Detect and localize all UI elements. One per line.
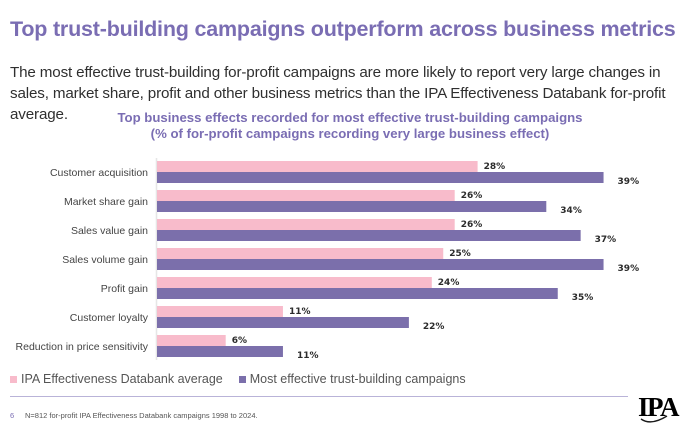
logo-text: IPA (638, 392, 680, 422)
ipa-logo: IPA (637, 390, 687, 425)
bar-average (157, 335, 226, 346)
value-label-trust: 35% (572, 293, 594, 303)
legend-item-average: IPA Effectiveness Databank average (10, 372, 223, 386)
page-number: 6 (10, 411, 15, 420)
value-label-average: 6% (232, 336, 247, 346)
page-title: Top trust-building campaigns outperform … (10, 17, 676, 41)
chart-title-block: Top business effects recorded for most e… (0, 110, 700, 142)
bar-trust (157, 230, 581, 241)
bars (157, 161, 604, 357)
footer-divider (10, 396, 628, 397)
footnote: N=812 for-profit IPA Effectiveness Datab… (25, 411, 258, 420)
legend-label-trust: Most effective trust-building campaigns (249, 372, 466, 386)
bar-trust (157, 288, 558, 299)
legend-swatch-trust (238, 375, 246, 383)
category-label: Profit gain (101, 283, 148, 295)
bar-trust (157, 172, 604, 183)
value-label-average: 28% (484, 162, 506, 172)
category-label: Customer acquisition (50, 167, 148, 179)
value-label-trust: 37% (595, 235, 617, 245)
category-label: Sales value gain (71, 225, 148, 237)
bar-average (157, 190, 455, 201)
chart-title: Top business effects recorded for most e… (117, 110, 583, 125)
category-label: Sales volume gain (62, 254, 148, 266)
legend-swatch-average (10, 375, 17, 383)
bar-average (157, 161, 478, 172)
legend-item-trust: Most effective trust-building campaigns (238, 372, 466, 386)
value-label-average: 24% (438, 278, 460, 288)
bar-chart: Customer acquisition Market share gain Sal… (16, 158, 639, 361)
category-label: Customer loyalty (70, 312, 149, 324)
value-label-trust: 34% (560, 206, 582, 216)
bar-trust (157, 346, 283, 357)
legend-label-average: IPA Effectiveness Databank average (21, 372, 223, 386)
category-label: Reduction in price sensitivity (16, 341, 149, 353)
bar-average (157, 248, 444, 259)
bar-trust (157, 259, 604, 270)
bar-average (157, 306, 283, 317)
category-label: Market share gain (64, 196, 148, 208)
legend: IPA Effectiveness Databank average Most … (10, 372, 482, 386)
logo-swoosh-icon (640, 415, 668, 423)
value-label-trust: 39% (618, 177, 640, 187)
value-label-trust: 39% (618, 264, 640, 274)
bar-trust (157, 201, 547, 212)
bar-trust (157, 317, 409, 328)
value-label-average: 26% (461, 191, 483, 201)
value-label-average: 11% (289, 307, 311, 317)
page-subtitle: The most effective trust-building for-pr… (10, 64, 666, 123)
chart-title-line2: (% of for-profit campaigns recording ver… (150, 126, 550, 141)
value-label-average: 25% (449, 249, 471, 259)
bar-average (157, 219, 455, 230)
value-label-average: 26% (461, 220, 483, 230)
category-labels: Customer acquisition Market share gain Sal… (16, 167, 149, 353)
value-labels: 28% 39% 26% 34% 26% 37% 25% 39% 24% 35% 11% 22% 6% 11… (232, 162, 639, 361)
value-label-trust: 11% (297, 351, 319, 361)
bar-average (157, 277, 432, 288)
value-label-trust: 22% (423, 322, 445, 332)
